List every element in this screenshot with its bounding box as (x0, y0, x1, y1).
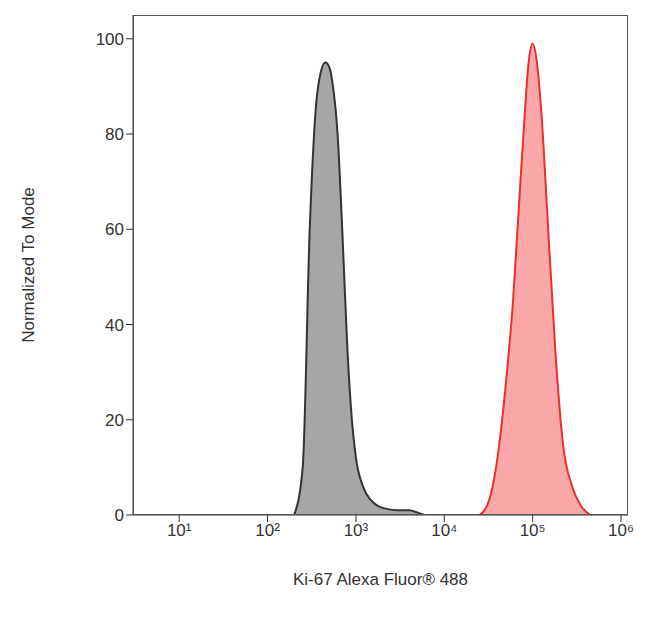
svg-text:Normalized To Mode: Normalized To Mode (19, 187, 38, 343)
svg-text:80: 80 (105, 125, 124, 144)
svg-text:10³: 10³ (344, 521, 369, 540)
svg-text:10²: 10² (255, 521, 280, 540)
svg-text:10⁴: 10⁴ (431, 521, 457, 540)
svg-text:10⁶: 10⁶ (608, 521, 634, 540)
svg-text:Ki-67 Alexa Fluor® 488: Ki-67 Alexa Fluor® 488 (293, 570, 468, 589)
svg-text:60: 60 (105, 220, 124, 239)
svg-text:10⁵: 10⁵ (520, 521, 546, 540)
svg-text:40: 40 (105, 316, 124, 335)
svg-text:100: 100 (96, 30, 124, 49)
svg-text:10¹: 10¹ (167, 521, 192, 540)
svg-text:20: 20 (105, 411, 124, 430)
svg-text:0: 0 (115, 506, 124, 525)
